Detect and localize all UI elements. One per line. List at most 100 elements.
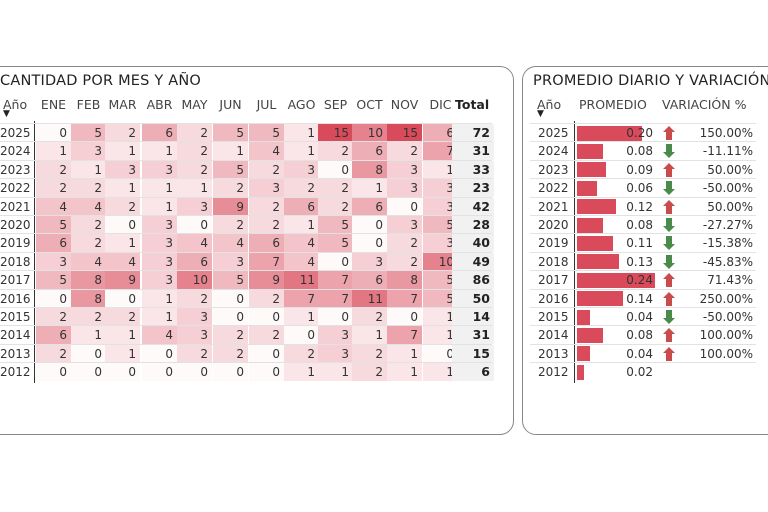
month-header-dic[interactable]: DIC (429, 97, 452, 112)
matrix-cell[interactable]: 0 (387, 197, 422, 216)
matrix-cell[interactable]: 3 (36, 252, 71, 271)
matrix-cell[interactable]: 4 (105, 252, 140, 271)
matrix-cell[interactable]: 1 (387, 363, 422, 382)
matrix-cell[interactable]: 0 (36, 124, 71, 142)
matrix-cell[interactable]: 1 (423, 160, 458, 179)
matrix-cell[interactable]: 2 (249, 216, 284, 234)
matrix-cell[interactable]: 10 (423, 252, 458, 271)
matrix-cell[interactable]: 2 (177, 160, 212, 179)
matrix-cell[interactable]: 5 (213, 271, 248, 290)
matrix-cell[interactable]: 5 (213, 124, 248, 142)
matrix-cell[interactable]: 1 (36, 142, 71, 161)
sort-desc-icon[interactable]: ▼ (537, 109, 544, 119)
matrix-cell[interactable]: 3 (249, 179, 284, 198)
matrix-cell[interactable]: 6 (177, 252, 212, 271)
matrix-cell[interactable]: 1 (105, 179, 140, 198)
matrix-cell[interactable]: 3 (177, 197, 212, 216)
year-column-header[interactable]: Año (537, 97, 562, 112)
matrix-cell[interactable]: 2 (71, 308, 106, 326)
matrix-cell[interactable]: 3 (142, 216, 177, 234)
matrix-cell[interactable]: 0 (249, 308, 284, 326)
matrix-cell[interactable]: 9 (213, 197, 248, 216)
matrix-cell[interactable]: 2 (36, 179, 71, 198)
matrix-cell[interactable]: 2 (352, 344, 387, 363)
matrix-cell[interactable]: 0 (71, 363, 106, 382)
month-header-jun[interactable]: JUN (219, 97, 242, 112)
matrix-cell[interactable]: 4 (177, 234, 212, 253)
matrix-cell[interactable]: 4 (284, 252, 319, 271)
matrix-cell[interactable]: 6 (352, 197, 387, 216)
matrix-cell[interactable]: 4 (213, 234, 248, 253)
matrix-cell[interactable]: 2 (177, 142, 212, 161)
matrix-cell[interactable]: 2 (352, 308, 387, 326)
matrix-cell[interactable]: 0 (105, 289, 140, 308)
matrix-cell[interactable]: 2 (249, 160, 284, 179)
matrix-cell[interactable]: 6 (36, 326, 71, 345)
matrix-cell[interactable]: 2 (105, 124, 140, 142)
matrix-cell[interactable]: 1 (177, 179, 212, 198)
matrix-cell[interactable]: 2 (387, 234, 422, 253)
matrix-cell[interactable]: 1 (284, 124, 319, 142)
matrix-cell[interactable]: 1 (105, 142, 140, 161)
matrix-cell[interactable]: 4 (71, 197, 106, 216)
matrix-cell[interactable]: 3 (213, 252, 248, 271)
month-header-oct[interactable]: OCT (356, 97, 383, 112)
matrix-cell[interactable]: 5 (36, 271, 71, 290)
matrix-cell[interactable]: 4 (71, 252, 106, 271)
matrix-cell[interactable]: 6 (284, 197, 319, 216)
month-header-feb[interactable]: FEB (76, 97, 101, 112)
matrix-cell[interactable]: 2 (249, 289, 284, 308)
month-header-mar[interactable]: MAR (108, 97, 137, 112)
matrix-cell[interactable]: 10 (352, 124, 387, 142)
matrix-cell[interactable]: 6 (142, 124, 177, 142)
month-header-nov[interactable]: NOV (390, 97, 419, 112)
matrix-cell[interactable]: 1 (105, 326, 140, 345)
matrix-cell[interactable]: 3 (142, 252, 177, 271)
matrix-cell[interactable]: 2 (177, 344, 212, 363)
matrix-cell[interactable]: 1 (352, 179, 387, 198)
matrix-cell[interactable]: 1 (213, 142, 248, 161)
matrix-cell[interactable]: 7 (387, 289, 422, 308)
matrix-cell[interactable]: 6 (423, 124, 458, 142)
matrix-cell[interactable]: 2 (71, 179, 106, 198)
matrix-cell[interactable]: 1 (423, 308, 458, 326)
matrix-cell[interactable]: 15 (387, 124, 422, 142)
matrix-cell[interactable]: 6 (352, 142, 387, 161)
matrix-cell[interactable]: 0 (177, 216, 212, 234)
matrix-cell[interactable]: 2 (213, 179, 248, 198)
matrix-cell[interactable]: 1 (387, 344, 422, 363)
matrix-cell[interactable]: 2 (318, 197, 353, 216)
month-header-ago[interactable]: AGO (287, 97, 316, 112)
matrix-cell[interactable]: 2 (284, 179, 319, 198)
matrix-cell[interactable]: 0 (318, 308, 353, 326)
month-header-sep[interactable]: SEP (323, 97, 348, 112)
matrix-cell[interactable]: 0 (249, 363, 284, 382)
matrix-cell[interactable]: 5 (423, 289, 458, 308)
matrix-cell[interactable]: 7 (284, 289, 319, 308)
matrix-cell[interactable]: 2 (213, 344, 248, 363)
matrix-cell[interactable]: 3 (142, 160, 177, 179)
matrix-cell[interactable]: 5 (423, 271, 458, 290)
matrix-cell[interactable]: 7 (318, 271, 353, 290)
matrix-cell[interactable]: 0 (387, 308, 422, 326)
matrix-cell[interactable]: 2 (213, 326, 248, 345)
month-header-jul[interactable]: JUL (256, 97, 277, 112)
matrix-cell[interactable]: 2 (318, 179, 353, 198)
matrix-cell[interactable]: 3 (423, 234, 458, 253)
matrix-cell[interactable]: 1 (142, 308, 177, 326)
matrix-cell[interactable]: 2 (177, 124, 212, 142)
matrix-cell[interactable]: 5 (36, 216, 71, 234)
matrix-cell[interactable]: 1 (284, 142, 319, 161)
matrix-cell[interactable]: 3 (105, 160, 140, 179)
matrix-cell[interactable]: 3 (318, 326, 353, 345)
matrix-cell[interactable]: 8 (352, 160, 387, 179)
matrix-cell[interactable]: 2 (249, 197, 284, 216)
matrix-cell[interactable]: 2 (36, 344, 71, 363)
matrix-cell[interactable]: 0 (249, 344, 284, 363)
matrix-cell[interactable]: 11 (352, 289, 387, 308)
matrix-cell[interactable]: 2 (284, 344, 319, 363)
matrix-cell[interactable]: 1 (71, 326, 106, 345)
matrix-cell[interactable]: 0 (213, 289, 248, 308)
month-header-ene[interactable]: ENE (40, 97, 67, 112)
matrix-cell[interactable]: 0 (105, 363, 140, 382)
